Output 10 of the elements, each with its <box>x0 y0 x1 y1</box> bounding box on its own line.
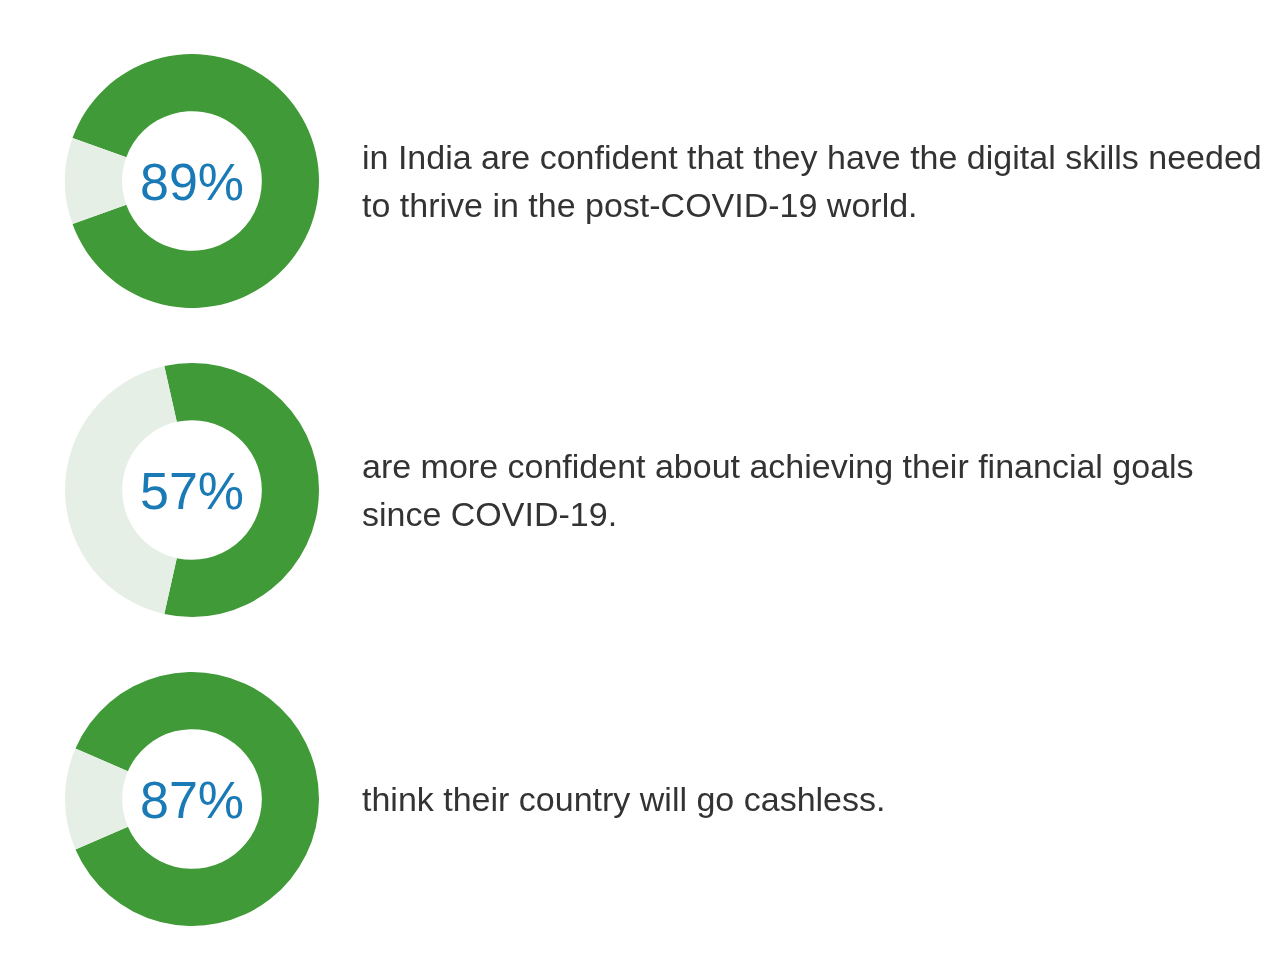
text: in India are confident that they have the digital skills needed to thrive in the post-COVID-19 world. <box>362 138 1262 224</box>
data-label: 89% <box>139 152 245 211</box>
text: think their country will go cashless. <box>362 780 886 818</box>
data-label: 57% <box>139 461 245 520</box>
donut-slice <box>65 748 128 850</box>
donut-slice <box>75 672 319 926</box>
donut-slice <box>65 137 127 225</box>
text: are more confident about achieving their financial goals since COVID-19. <box>362 447 1194 533</box>
donut-slice <box>72 54 319 308</box>
data-label: 87% <box>139 770 245 829</box>
